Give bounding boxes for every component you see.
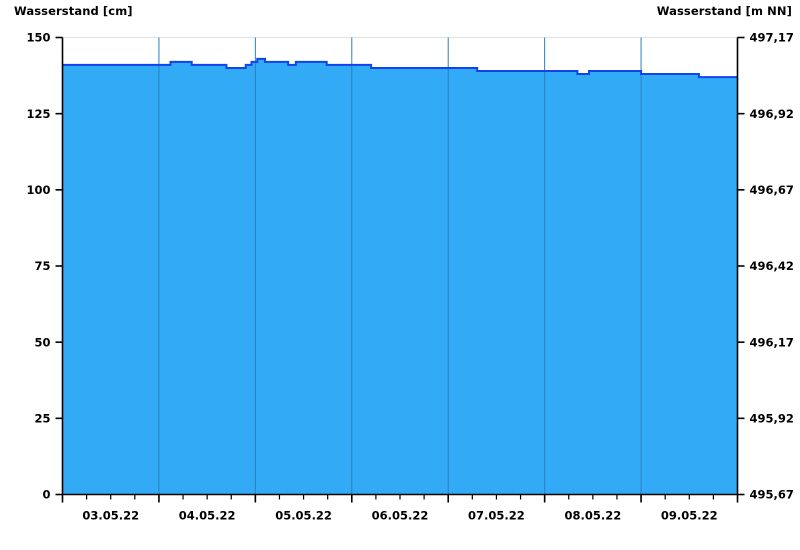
x-axis-tick-label: 07.05.22 bbox=[468, 509, 525, 523]
right-axis-tick-label: 496,67 bbox=[750, 183, 794, 197]
x-axis-tick-label: 05.05.22 bbox=[275, 509, 332, 523]
x-axis-ticks bbox=[61, 494, 739, 503]
right-axis-title: Wasserstand [m NN] bbox=[656, 4, 792, 18]
data-line bbox=[62, 57, 738, 79]
series-area bbox=[62, 58, 738, 495]
x-axis-tick-label: 06.05.22 bbox=[372, 509, 429, 523]
left-axis-tick-label: 75 bbox=[34, 259, 50, 273]
right-axis-tick-labels: 495,67 495,92 496,17 496,42 496,67 496,92 497,… bbox=[750, 31, 794, 502]
area-fill bbox=[62, 58, 738, 495]
right-axis-ticks bbox=[737, 36, 745, 496]
left-axis-ticks bbox=[55, 36, 63, 496]
right-axis-tick-label: 496,92 bbox=[750, 107, 794, 121]
left-axis-tick-label: 125 bbox=[26, 107, 50, 121]
left-axis-title: Wasserstand [cm] bbox=[14, 4, 133, 18]
left-axis-tick-label: 25 bbox=[34, 412, 50, 426]
right-axis-tick-label: 497,17 bbox=[750, 31, 794, 45]
left-axis-tick-label: 150 bbox=[26, 31, 50, 45]
left-axis-tick-label: 50 bbox=[34, 335, 50, 349]
x-axis-tick-labels: 03.05.22 04.05.22 05.05.22 06.05.22 07.05.22… bbox=[82, 509, 717, 523]
x-axis-tick-label: 09.05.22 bbox=[661, 509, 718, 523]
left-axis-tick-label: 0 bbox=[42, 488, 50, 502]
right-axis-tick-label: 495,67 bbox=[750, 488, 794, 502]
left-axis-tick-labels: 0 25 50 75 100 125 150 bbox=[26, 31, 50, 502]
x-axis-tick-label: 08.05.22 bbox=[564, 509, 621, 523]
right-axis-tick-label: 496,42 bbox=[750, 259, 794, 273]
series-line bbox=[62, 57, 738, 79]
x-axis-tick-label: 04.05.22 bbox=[179, 509, 236, 523]
x-axis-tick-label: 03.05.22 bbox=[82, 509, 139, 523]
left-axis-tick-label: 100 bbox=[26, 183, 50, 197]
right-axis-tick-label: 496,17 bbox=[750, 335, 794, 349]
right-axis-tick-label: 495,92 bbox=[750, 412, 794, 426]
day-separator-lines bbox=[158, 37, 642, 495]
